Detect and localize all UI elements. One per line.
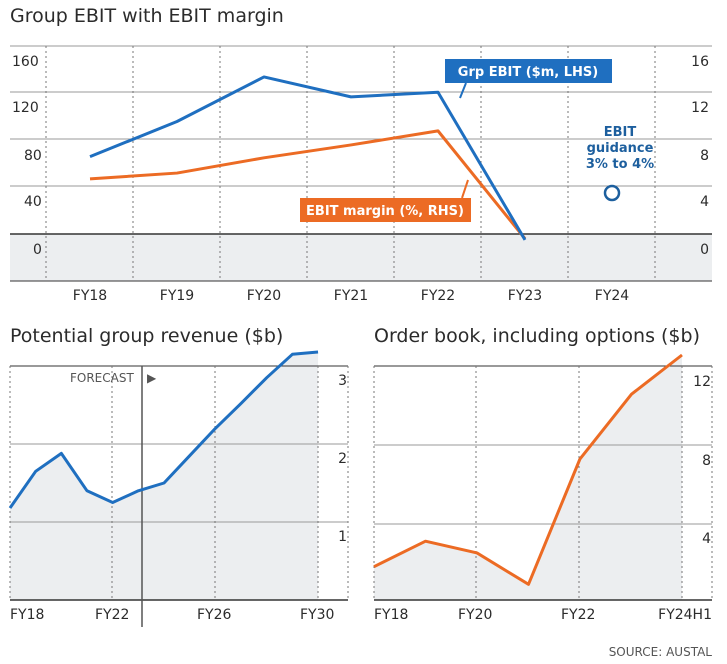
ob-xtick-fy20: FY20 [458, 607, 492, 623]
rev-xtick-fy26: FY26 [197, 607, 232, 623]
right-tick-4: 4 [700, 194, 709, 210]
orderbook-x-axis: FY18 FY20 FY22 FY24H1 [374, 607, 712, 623]
ebit-xtick-label: FY22 [421, 288, 455, 304]
ebit-xtick-label: FY20 [247, 288, 281, 304]
forecast-label: FORECAST [70, 371, 134, 385]
ob-xtick-fy24h1: FY24H1 [658, 607, 712, 623]
ebit-category-dividers [45, 46, 656, 281]
forecast-arrow-icon: ▶ [147, 371, 157, 385]
ob-xtick-fy18: FY18 [374, 607, 408, 623]
orderbook-y-axis: 12 8 4 [693, 374, 711, 547]
right-tick-12: 12 [691, 100, 709, 116]
left-tick-80: 80 [24, 148, 42, 164]
left-tick-120: 120 [12, 100, 39, 116]
ob-xtick-fy22: FY22 [561, 607, 595, 623]
ebit-negative-shade [10, 234, 712, 281]
revenue-series-line [8, 350, 319, 509]
revenue-y-axis: 3 2 1 [338, 373, 347, 545]
left-tick-0: 0 [33, 242, 42, 258]
orderbook-gridlines [373, 365, 713, 601]
ebit-xtick-label: FY19 [160, 288, 194, 304]
group-ebit-series-line [89, 75, 527, 241]
orderbook-series-line [373, 353, 683, 586]
ob-tick-12: 12 [693, 374, 711, 390]
ebit-left-axis: 160 120 80 40 0 [12, 54, 42, 258]
ebit-chart-title: Group EBIT with EBIT margin [10, 5, 284, 27]
source-note: SOURCE: AUSTAL [609, 645, 713, 659]
orderbook-chart-title: Order book, including options ($b) [374, 325, 700, 347]
ebit-xtick-label: FY23 [508, 288, 542, 304]
revenue-area-fill [10, 352, 319, 600]
ebit-xtick-label: FY24 [595, 288, 630, 304]
ebit-margin-series-line [89, 129, 527, 240]
rev-xtick-fy22: FY22 [95, 607, 129, 623]
orderbook-area-fill [374, 355, 682, 600]
margin-series-label: EBIT margin (%, RHS) [300, 179, 471, 222]
rev-xtick-fy30: FY30 [300, 607, 334, 623]
ebit-series-label: Grp EBIT ($m, LHS) [445, 59, 612, 99]
guidance-line-2: guidance [587, 141, 654, 156]
ebit-gridlines [10, 45, 712, 282]
ebit-right-axis: 16 12 8 4 0 [691, 54, 709, 258]
margin-series-label-text: EBIT margin (%, RHS) [306, 204, 464, 219]
right-tick-0: 0 [700, 242, 709, 258]
rev-tick-3: 3 [338, 373, 347, 389]
guidance-line-1: EBIT [604, 125, 637, 140]
revenue-gridlines [9, 365, 349, 601]
rev-xtick-fy18: FY18 [10, 607, 44, 623]
guidance-line-3: 3% to 4% [586, 157, 654, 172]
left-tick-40: 40 [24, 194, 42, 210]
ebit-x-axis: FY18 FY19 FY20 FY21 FY22 FY23 FY24 [73, 288, 630, 304]
ob-tick-8: 8 [702, 453, 711, 469]
rev-tick-2: 2 [338, 451, 347, 467]
left-tick-160: 160 [12, 54, 39, 70]
right-tick-16: 16 [691, 54, 709, 70]
ebit-series-label-text: Grp EBIT ($m, LHS) [458, 65, 598, 80]
rev-tick-1: 1 [338, 529, 347, 545]
ebit-xtick-label: FY18 [73, 288, 107, 304]
revenue-chart-title: Potential group revenue ($b) [10, 325, 283, 347]
ebit-guidance-annotation: EBIT guidance 3% to 4% [586, 125, 654, 172]
ob-tick-4: 4 [702, 531, 711, 547]
revenue-x-axis: FY18 FY22 FY26 FY30 [10, 607, 334, 623]
ebit-xtick-label: FY21 [334, 288, 368, 304]
ebit-guidance-marker [603, 184, 621, 202]
right-tick-8: 8 [700, 148, 709, 164]
